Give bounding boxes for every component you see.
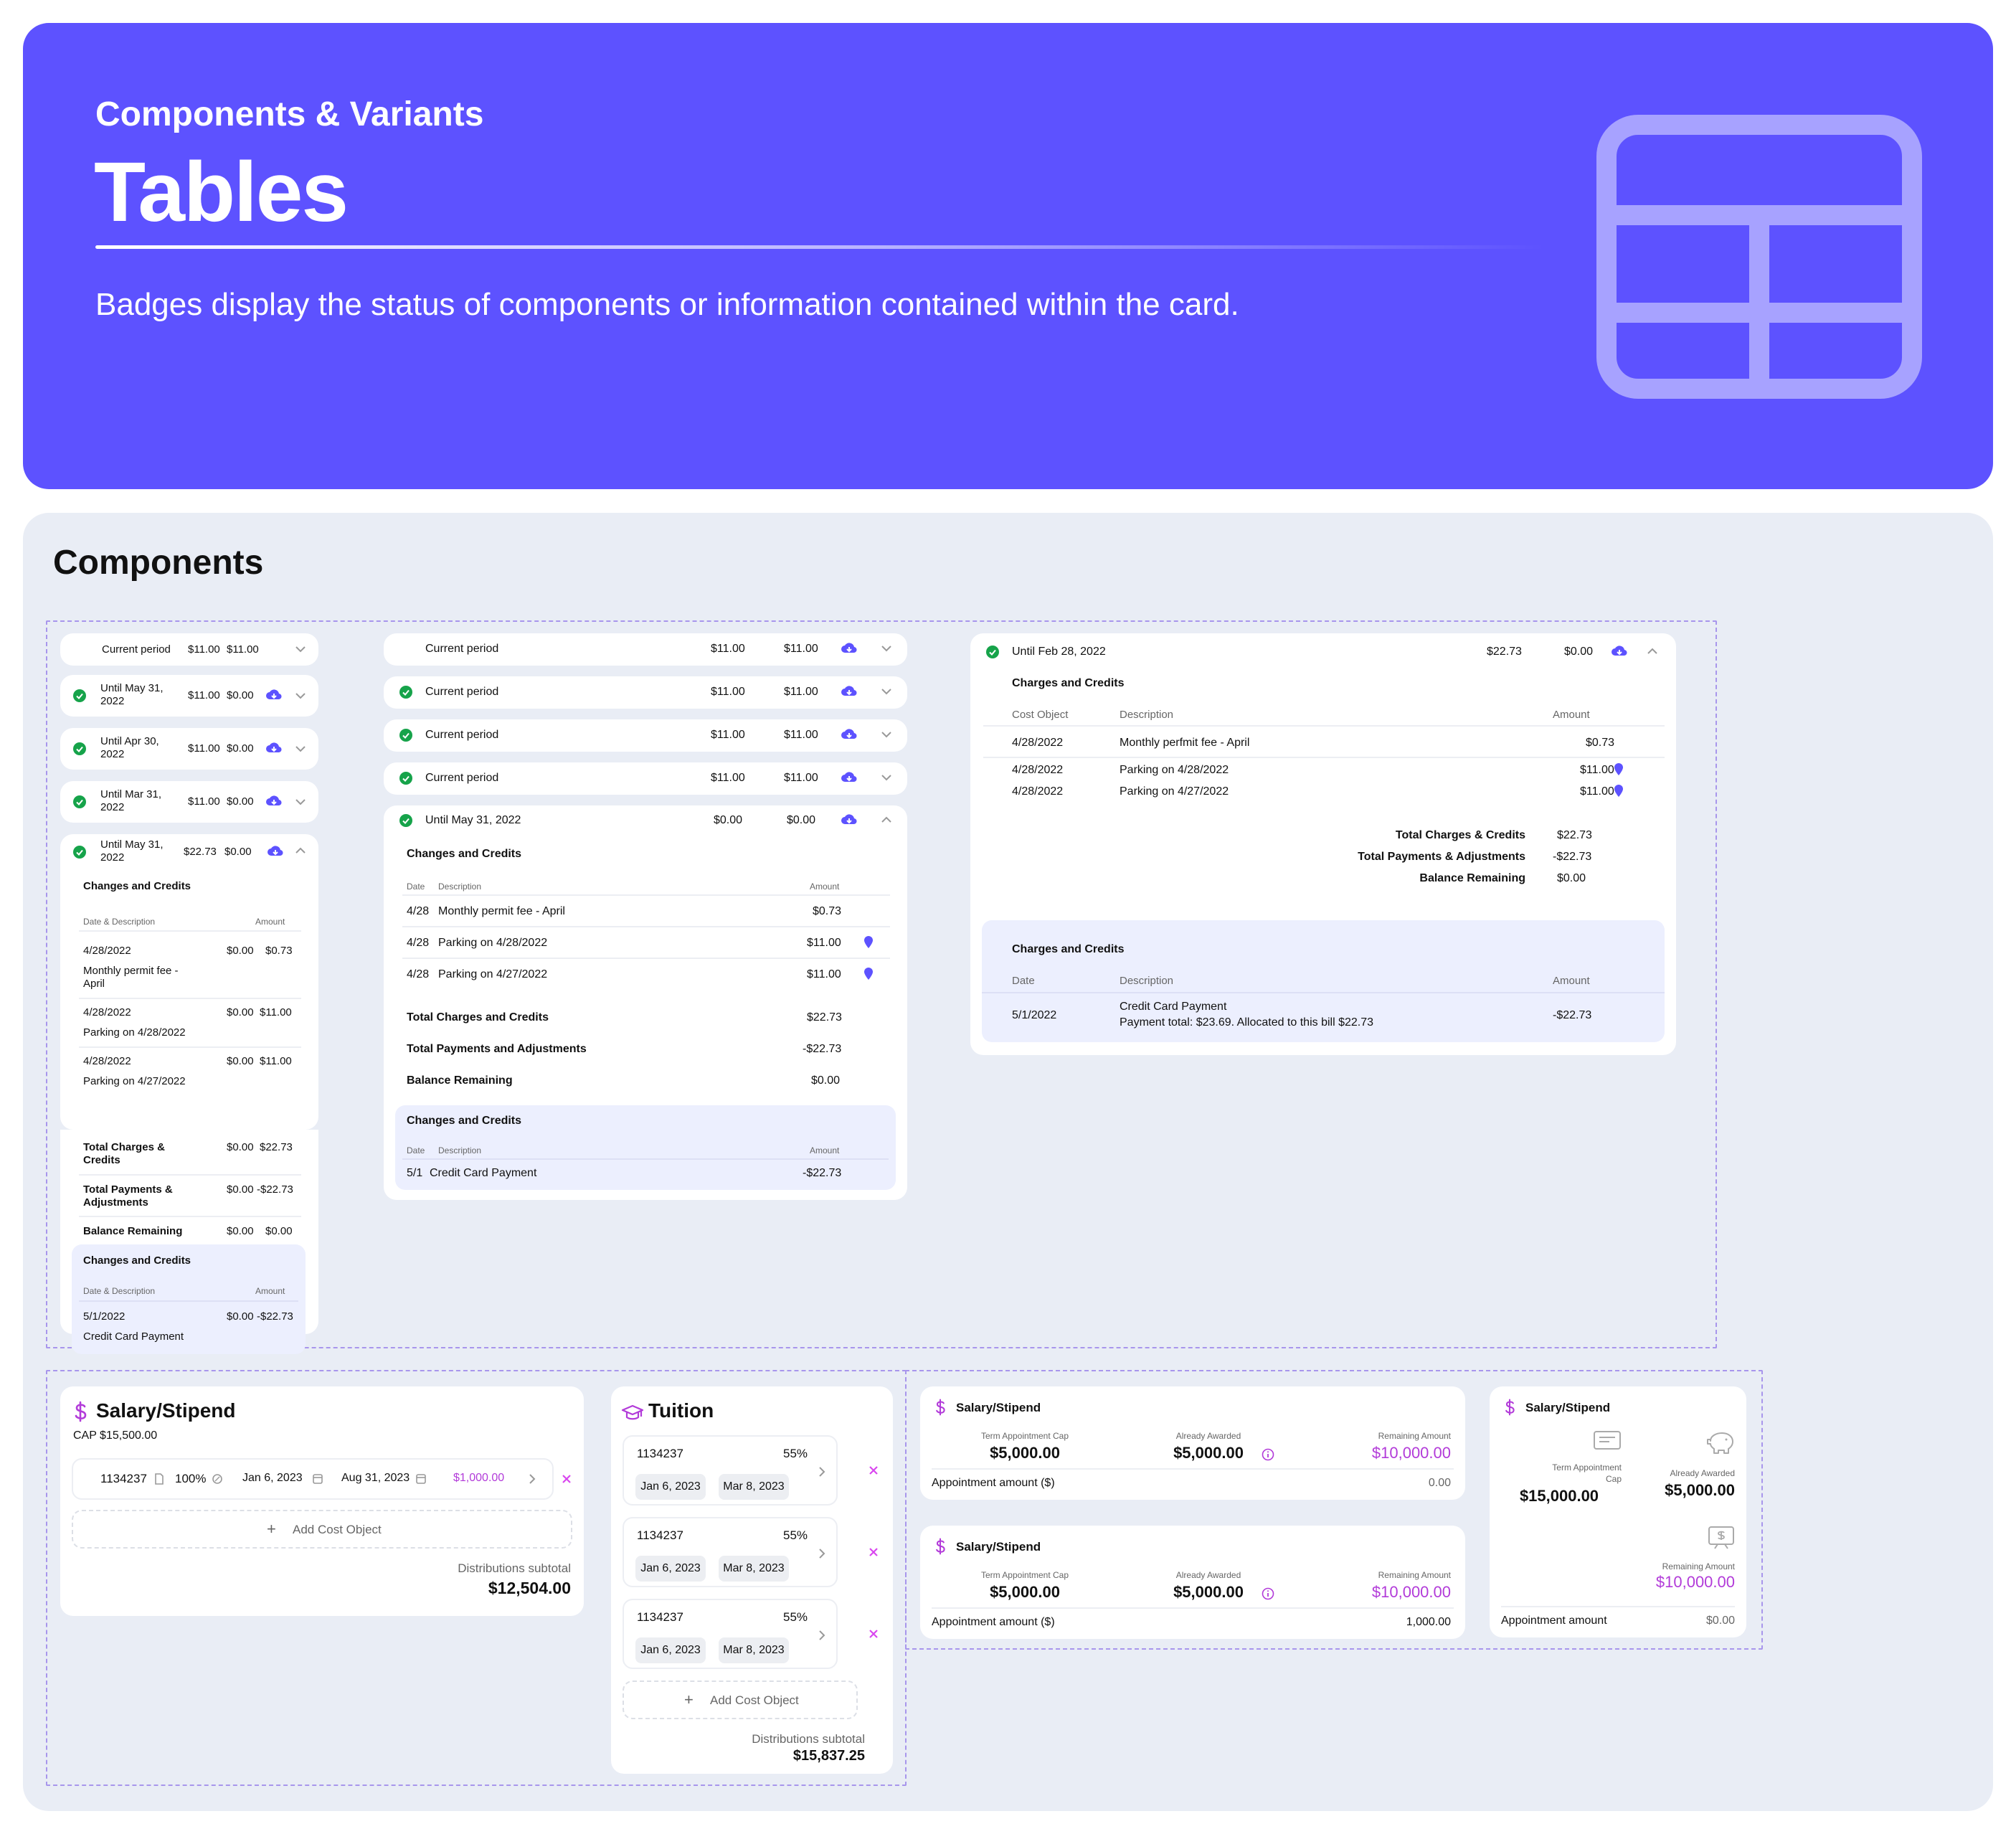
pin-icon[interactable] bbox=[1614, 784, 1624, 797]
pin-icon[interactable] bbox=[1614, 762, 1624, 775]
chevron-down-icon[interactable] bbox=[294, 744, 307, 754]
stipend-card-1: Salary/Stipend Term Appointment Cap $5,0… bbox=[920, 1526, 1465, 1639]
chevron-down-icon[interactable] bbox=[880, 772, 893, 783]
cost-object-row[interactable]: 1134237 100% Jan 6, 2023 Aug 31, 2023 $1… bbox=[72, 1458, 554, 1500]
chevron-up-icon[interactable] bbox=[1646, 646, 1659, 656]
medium-expanded-card: Until May 31, 2022 $0.00 $0.00 Changes a… bbox=[384, 805, 907, 1200]
id-card-icon bbox=[1594, 1431, 1621, 1450]
mini-sub-table: Changes and Credits Date & Description A… bbox=[72, 1244, 306, 1348]
chevron-up-icon[interactable] bbox=[880, 815, 893, 825]
hero-kicker: Components & Variants bbox=[95, 95, 484, 133]
billing-group bbox=[46, 620, 1717, 1348]
chevron-down-icon[interactable] bbox=[294, 691, 307, 701]
close-icon[interactable] bbox=[868, 1628, 879, 1640]
calendar-icon[interactable] bbox=[313, 1473, 323, 1484]
cloud-download-icon[interactable] bbox=[841, 727, 858, 742]
chevron-down-icon[interactable] bbox=[880, 729, 893, 739]
close-icon[interactable] bbox=[868, 1465, 879, 1476]
components-panel: Components Current period $11.00 $11.00 … bbox=[23, 513, 1993, 1811]
plus-icon: + bbox=[684, 1691, 694, 1708]
chevron-right-icon[interactable] bbox=[818, 1465, 826, 1478]
check-circle-icon bbox=[73, 689, 86, 702]
chevron-right-icon[interactable] bbox=[528, 1473, 536, 1485]
file-icon bbox=[155, 1473, 164, 1485]
pin-icon[interactable] bbox=[863, 967, 874, 980]
cloud-download-icon[interactable] bbox=[265, 794, 283, 808]
table-icon bbox=[1596, 115, 1922, 399]
mini-expanded-card: Until May 31, 2022 $22.73 $0.00 Changes … bbox=[60, 834, 318, 1130]
cloud-download-icon[interactable] bbox=[841, 770, 858, 785]
cloud-download-icon[interactable] bbox=[265, 688, 283, 702]
chevron-down-icon[interactable] bbox=[294, 797, 307, 807]
section-title: Components bbox=[53, 544, 264, 582]
plus-icon: + bbox=[267, 1520, 276, 1538]
medium-sub-table: Changes and Credits Date Description Amo… bbox=[395, 1105, 896, 1190]
tuition-card: Tuition 1134237 55% Jan 6, 2023 Mar 8, 2… bbox=[611, 1386, 893, 1774]
chevron-down-icon[interactable] bbox=[294, 644, 307, 654]
chevron-down-icon[interactable] bbox=[880, 686, 893, 696]
check-circle-icon bbox=[399, 772, 412, 785]
medium-row-3[interactable]: Current period $11.00 $11.00 bbox=[384, 762, 907, 795]
page-title: Tables bbox=[94, 145, 349, 240]
tuition-row[interactable]: 1134237 55% Jan 6, 2023 Mar 8, 2023 bbox=[623, 1517, 838, 1587]
info-icon[interactable] bbox=[1262, 1587, 1274, 1600]
check-circle-icon bbox=[986, 646, 999, 658]
check-circle-icon bbox=[73, 795, 86, 808]
title-divider bbox=[95, 245, 1544, 249]
check-circle-icon bbox=[73, 846, 86, 859]
info-icon[interactable] bbox=[1262, 1448, 1274, 1461]
cloud-download-icon[interactable] bbox=[841, 684, 858, 699]
dollar-icon bbox=[75, 1401, 87, 1422]
cloud-download-icon[interactable] bbox=[267, 844, 284, 859]
cloud-download-icon[interactable] bbox=[1611, 644, 1628, 658]
medium-row-2[interactable]: Current period $11.00 $11.00 bbox=[384, 719, 907, 752]
stipend-card-0: Salary/Stipend Term Appointment Cap $5,0… bbox=[920, 1386, 1465, 1500]
dollar-icon bbox=[1505, 1399, 1515, 1416]
wide-sub-table: Charges and Credits Date Description Amo… bbox=[982, 920, 1665, 1042]
stipend-tall-card: Salary/Stipend Term Appointment Cap $15,… bbox=[1490, 1386, 1746, 1637]
mini-row-2[interactable]: Until Apr 30, 2022 $11.00 $0.00 bbox=[60, 728, 318, 770]
chevron-right-icon[interactable] bbox=[818, 1629, 826, 1642]
add-cost-object-button[interactable]: + Add Cost Object bbox=[623, 1681, 858, 1719]
medium-row-1[interactable]: Current period $11.00 $11.00 bbox=[384, 676, 907, 709]
chevron-right-icon[interactable] bbox=[818, 1547, 826, 1560]
tuition-row[interactable]: 1134237 55% Jan 6, 2023 Mar 8, 2023 bbox=[623, 1435, 838, 1506]
wide-statement-card: Until Feb 28, 2022 $22.73 $0.00 Charges … bbox=[970, 633, 1676, 1055]
close-icon[interactable] bbox=[561, 1473, 572, 1485]
medium-row-0[interactable]: Current period $11.00 $11.00 bbox=[384, 633, 907, 666]
calendar-icon[interactable] bbox=[416, 1473, 426, 1484]
hero-banner: Components & Variants Tables Badges disp… bbox=[23, 23, 1993, 489]
chevron-up-icon[interactable] bbox=[294, 846, 307, 856]
dollar-icon bbox=[936, 1538, 945, 1555]
mini-row-3[interactable]: Until Mar 31, 2022 $11.00 $0.00 bbox=[60, 781, 318, 823]
graduation-cap-icon bbox=[621, 1404, 644, 1420]
check-circle-icon bbox=[399, 814, 412, 827]
add-cost-object-button[interactable]: + Add Cost Object bbox=[72, 1510, 572, 1549]
check-circle-icon bbox=[399, 729, 412, 742]
close-icon[interactable] bbox=[868, 1546, 879, 1558]
cloud-download-icon[interactable] bbox=[841, 641, 858, 656]
hero-description: Badges display the status of components … bbox=[95, 287, 1239, 322]
tuition-row[interactable]: 1134237 55% Jan 6, 2023 Mar 8, 2023 bbox=[623, 1599, 838, 1669]
money-icon bbox=[1708, 1526, 1734, 1549]
cloud-download-icon[interactable] bbox=[841, 813, 858, 827]
stipend-group bbox=[905, 1370, 1763, 1650]
check-circle-icon bbox=[399, 686, 412, 699]
piggy-bank-icon bbox=[1707, 1432, 1733, 1454]
percent-icon bbox=[212, 1474, 222, 1484]
salary-distribution-card: Salary/Stipend CAP $15,500.00 1134237 10… bbox=[60, 1386, 584, 1616]
mini-row-0[interactable]: Current period $11.00 $11.00 bbox=[60, 633, 318, 666]
pin-icon[interactable] bbox=[863, 935, 874, 948]
chevron-down-icon[interactable] bbox=[880, 643, 893, 653]
cloud-download-icon[interactable] bbox=[265, 741, 283, 755]
dollar-icon bbox=[936, 1399, 945, 1416]
check-circle-icon bbox=[73, 742, 86, 755]
mini-row-1[interactable]: Until May 31, 2022 $11.00 $0.00 bbox=[60, 675, 318, 717]
